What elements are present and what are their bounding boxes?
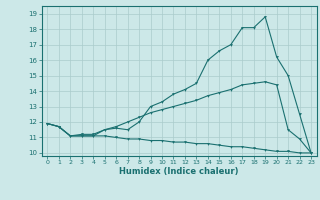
X-axis label: Humidex (Indice chaleur): Humidex (Indice chaleur) [119,167,239,176]
